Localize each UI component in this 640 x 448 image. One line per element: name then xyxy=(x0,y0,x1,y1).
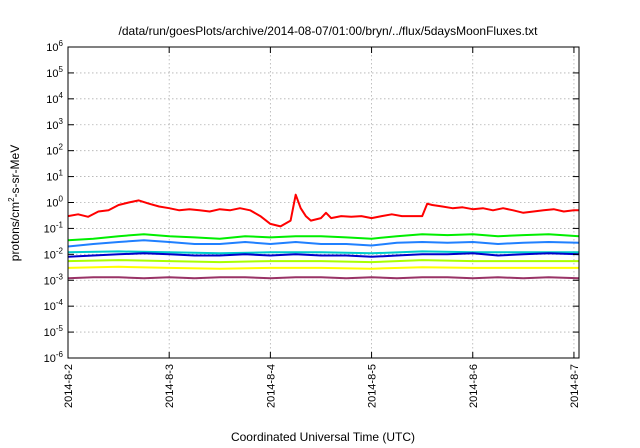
y-axis-label-sup: 2 xyxy=(7,197,16,202)
y-tick-label: 10-4 xyxy=(44,298,64,313)
y-tick-label-base: 10 xyxy=(46,120,58,132)
y-tick-label: 10-2 xyxy=(44,246,64,261)
y-tick-label: 105 xyxy=(46,65,63,80)
series-line-7 xyxy=(67,265,579,270)
y-tick-label: 104 xyxy=(46,91,63,106)
y-tick-label-exp: -1 xyxy=(56,220,64,229)
series-line-5 xyxy=(67,252,580,258)
y-tick-label: 10-1 xyxy=(44,220,64,235)
y-tick-label: 102 xyxy=(46,143,63,158)
y-tick-label-exp: -2 xyxy=(56,246,64,255)
x-axis: 2014-8-2 2014-8-3 2014-8-4 2014-8-5 2014-8-6… xyxy=(63,47,581,408)
y-tick-label: 101 xyxy=(46,169,63,184)
y-tick-label-exp: 6 xyxy=(59,39,64,48)
y-axis-label: protons/cm2-s-sr-MeV xyxy=(7,145,22,261)
x-tick-label: 2014-8-6 xyxy=(468,364,480,408)
y-tick-label: 100 xyxy=(46,195,63,210)
y-tick-label-exp: 2 xyxy=(59,143,64,152)
series-line-1 xyxy=(67,193,579,228)
x-tick-label: 2014-8-2 xyxy=(63,364,75,408)
y-tick-label-exp: -5 xyxy=(56,324,64,333)
y-tick-label-base: 10 xyxy=(44,327,56,339)
x-tick-label: 2014-8-3 xyxy=(164,364,176,408)
y-tick-label-base: 10 xyxy=(44,275,56,287)
y-tick-label-exp: 0 xyxy=(59,195,64,204)
y-axis-label-base: protons/cm xyxy=(8,202,22,261)
y-tick-label-base: 10 xyxy=(46,68,58,80)
y-axis: 10610510410310210110010-110-210-310-410-… xyxy=(44,39,579,365)
series-line-4 xyxy=(67,250,579,255)
y-tick-label-exp: 1 xyxy=(59,169,64,178)
series-line-3 xyxy=(67,239,580,248)
y-tick-label-base: 10 xyxy=(46,94,58,106)
y-tick-label-exp: -3 xyxy=(56,272,64,281)
y-tick-label-base: 10 xyxy=(46,198,58,210)
y-axis-label-rest: -s-sr-MeV xyxy=(8,145,22,198)
y-tick-label-exp: 4 xyxy=(59,91,64,100)
y-tick-label-base: 10 xyxy=(46,146,58,158)
x-tick-label: 2014-8-5 xyxy=(367,364,379,408)
y-tick-label-base: 10 xyxy=(44,249,56,261)
x-tick-label: 2014-8-7 xyxy=(569,364,581,408)
y-tick-label-exp: 5 xyxy=(59,65,64,74)
series-layer xyxy=(67,193,580,280)
x-tick-label: 2014-8-4 xyxy=(265,364,277,408)
y-tick-label-exp: -6 xyxy=(56,350,64,359)
y-tick-label-exp: 3 xyxy=(59,117,64,126)
series-line-6 xyxy=(67,259,579,264)
chart-title: /data/run/goesPlots/archive/2014-08-07/0… xyxy=(119,24,539,38)
series-line-2 xyxy=(67,233,580,242)
y-tick-label: 10-3 xyxy=(44,272,64,287)
y-tick-label: 10-5 xyxy=(44,324,64,339)
y-tick-label: 103 xyxy=(46,117,63,132)
series-line-8 xyxy=(67,276,580,280)
y-tick-label-base: 10 xyxy=(46,172,58,184)
y-tick-label-base: 10 xyxy=(46,42,58,54)
y-tick-label: 106 xyxy=(46,39,63,54)
y-tick-label-base: 10 xyxy=(44,301,56,313)
x-axis-label: Coordinated Universal Time (UTC) xyxy=(231,430,415,444)
y-tick-label-exp: -4 xyxy=(56,298,64,307)
y-tick-label-base: 10 xyxy=(44,223,56,235)
y-tick-label-base: 10 xyxy=(44,353,56,365)
y-tick-label: 10-6 xyxy=(44,350,64,365)
